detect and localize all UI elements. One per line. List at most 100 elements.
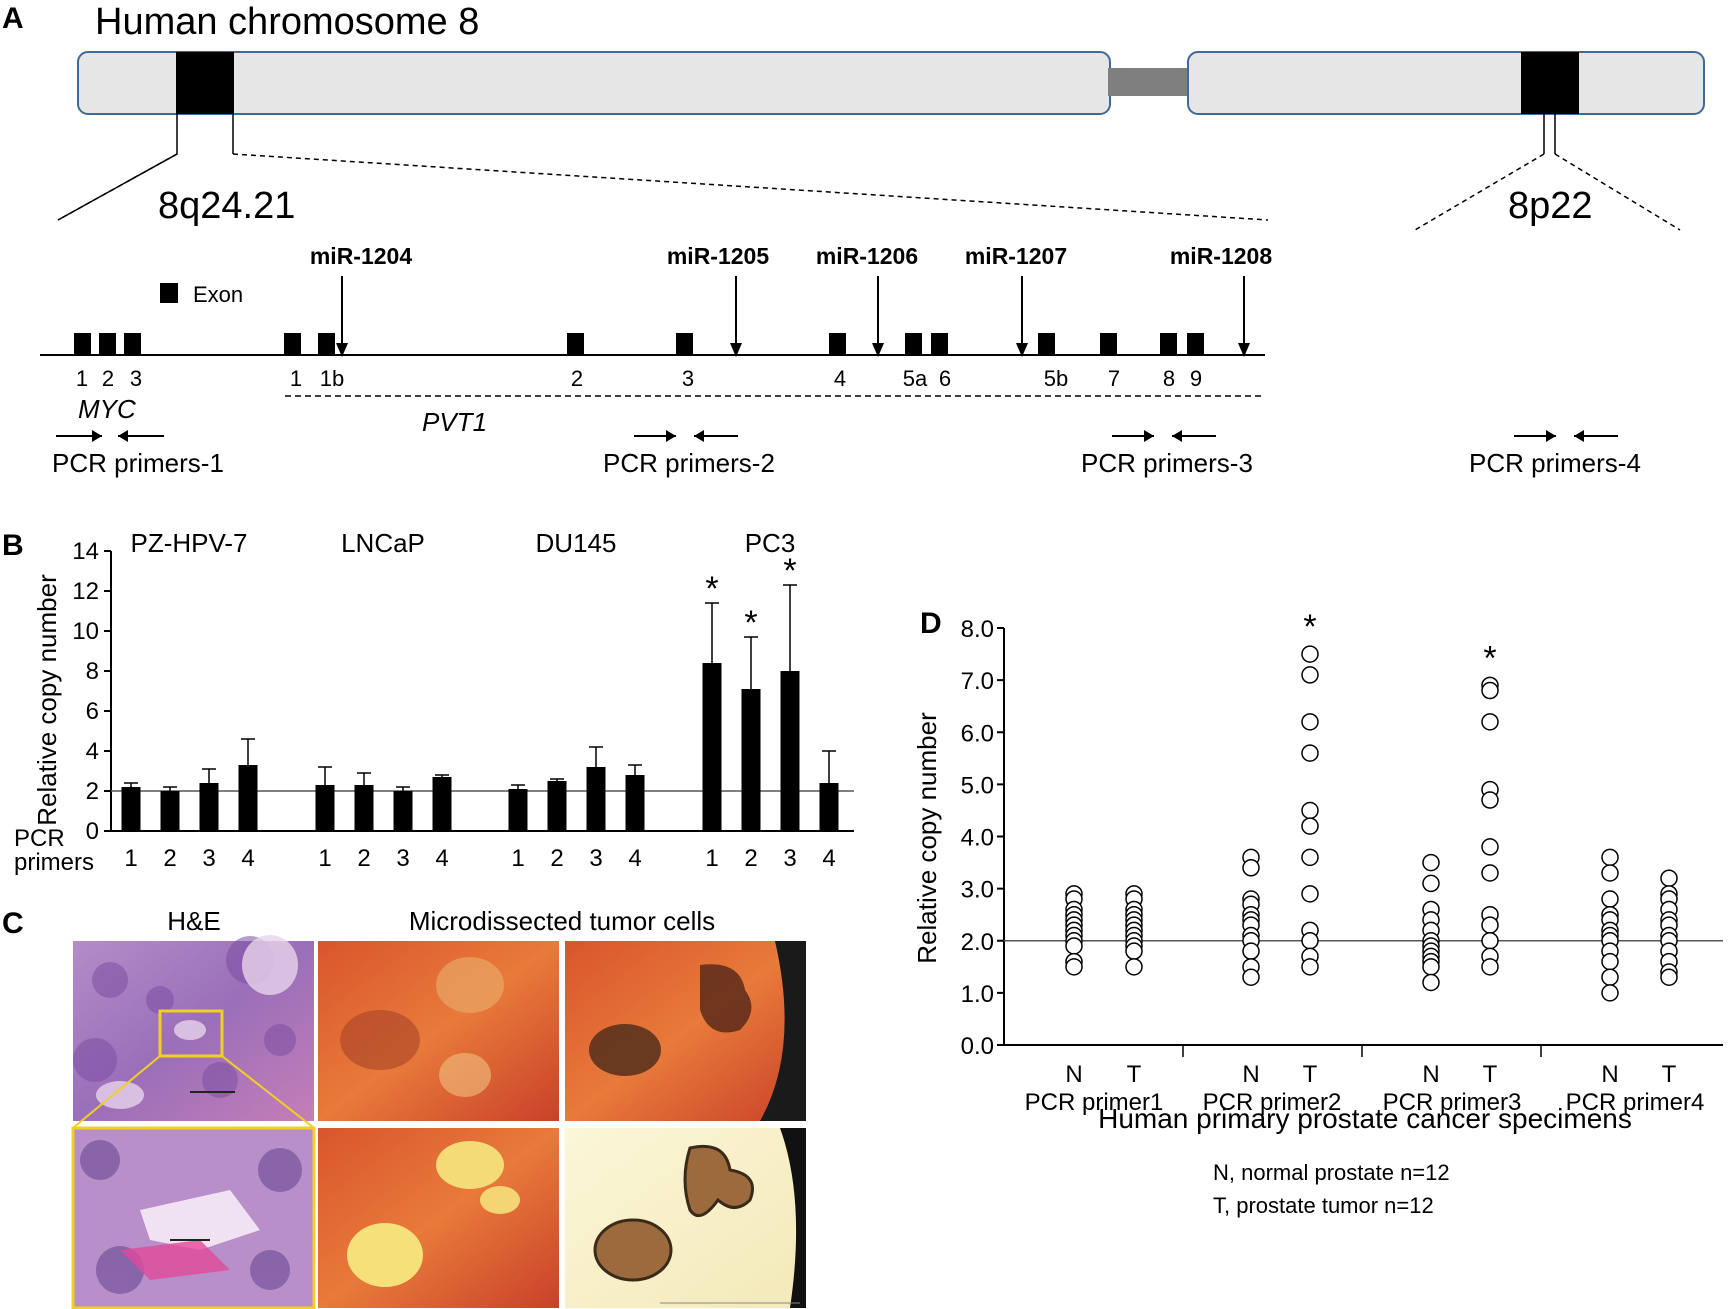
chart-b-xtick-label: 1 — [705, 845, 718, 872]
mirna-arrow-head — [1016, 343, 1028, 357]
myc-exon-label: 3 — [130, 366, 142, 391]
chart-d-point — [1125, 942, 1143, 960]
panel-b-letter: B — [2, 529, 24, 562]
zoom-line-right — [232, 153, 1269, 221]
chart-d-significance-asterisk: * — [1303, 608, 1316, 646]
chart-d-point — [1481, 713, 1499, 731]
chart-b-significance-asterisk: * — [705, 570, 718, 608]
band-label-8p22: 8p22 — [1508, 185, 1593, 227]
chart-b-xtick-label: 1 — [511, 845, 524, 872]
chart-b-ytick-label: 10 — [72, 618, 99, 645]
chart-b-bar — [586, 767, 606, 831]
chart-d-ytick-label: 2.0 — [961, 929, 994, 956]
mirna-label: miR-1204 — [310, 243, 412, 269]
chart-d-ytick-label: 8.0 — [961, 616, 994, 643]
chart-b-xtick-label: 4 — [822, 845, 835, 872]
exon-boxes — [74, 333, 1204, 356]
chart-b-bar — [625, 775, 645, 831]
chart-b-bar — [702, 663, 722, 831]
exon-box — [99, 333, 116, 356]
chart-d-point — [1301, 958, 1319, 976]
chart-d-group-label: PCR primer3 — [1383, 1089, 1522, 1116]
chart-b-ytick-label: 12 — [72, 578, 99, 605]
chart-d-point — [1422, 973, 1440, 992]
chromosome-title: Human chromosome 8 — [95, 1, 479, 43]
exon-box — [284, 333, 301, 356]
chart-b-significance-asterisk: * — [744, 604, 757, 642]
chart-b-xtick-label: 4 — [435, 845, 448, 872]
chart-b-ytick-label: 6 — [86, 698, 99, 725]
chart-b-group-title: DU145 — [536, 528, 617, 558]
chart-d-subgroup-label: N — [1242, 1061, 1259, 1088]
mirna-label: miR-1206 — [816, 243, 918, 269]
panel-d-legend-line-1: N, normal prostate n=12 — [1213, 1160, 1450, 1185]
zoom-line-8p22-left — [1414, 153, 1545, 231]
exon-box — [829, 333, 846, 356]
chart-b-group-title: PZ-HPV-7 — [130, 528, 247, 558]
chart-b-ytick-label: 14 — [72, 538, 99, 565]
chart-b-bar — [160, 791, 180, 831]
myc-exon-label: 2 — [102, 366, 114, 391]
chart-d-point — [1242, 968, 1260, 986]
chart-b-xtick-label: 1 — [318, 845, 331, 872]
chart-d-point — [1301, 932, 1319, 950]
chart-b-bar — [741, 689, 761, 831]
pvt1-exon-label: 4 — [834, 366, 846, 391]
micrograph-microdissected-1 — [318, 941, 559, 1121]
pvt1-exon-label: 1b — [320, 366, 344, 391]
chart-d-point — [1601, 968, 1619, 986]
exon-box — [1100, 333, 1117, 356]
chart-d-point — [1601, 848, 1619, 867]
exon-box — [1160, 333, 1177, 356]
chart-d-subgroup-label: T — [1127, 1061, 1142, 1088]
panel-d: D Relative copy number 0.0 1.0 2.0 3.0 4.0 5.… — [912, 607, 1723, 1218]
micrograph-he-zoom — [71, 1126, 316, 1309]
chart-d-significance-asterisk: * — [1483, 639, 1496, 677]
gene-label-myc: MYC — [78, 394, 136, 424]
chart-d-ytick-label: 3.0 — [961, 877, 994, 904]
chart-d-point — [1125, 958, 1143, 976]
chart-d-ytick-label: 4.0 — [961, 825, 994, 852]
chart-d-point — [1601, 984, 1619, 1002]
label-he: H&E — [167, 906, 220, 936]
myc-exon-label: 1 — [76, 366, 88, 391]
band-8p22-marker — [1521, 52, 1579, 114]
chart-b-group-title: LNCaP — [341, 528, 425, 558]
exon-box — [124, 333, 141, 356]
primer-label-1: PCR primers-1 — [52, 448, 224, 478]
chart-d-ytick-label: 0.0 — [961, 1033, 994, 1060]
exon-box — [567, 333, 584, 356]
chart-d-point — [1301, 801, 1319, 820]
chart-d-point — [1301, 885, 1319, 903]
primer-label-3: PCR primers-3 — [1081, 448, 1253, 478]
chart-d-ytick-label: 6.0 — [961, 720, 994, 747]
micrograph-he-overview — [73, 935, 314, 1121]
chart-d-subgroup-label: T — [1662, 1061, 1677, 1088]
panel-c: C H&E Microdissected tumor cells — [2, 906, 806, 1309]
chart-d-point — [1481, 791, 1499, 809]
primer-reverse-head — [118, 430, 128, 442]
chart-d-subgroup-label: N — [1065, 1061, 1082, 1088]
panel-d-legend-line-2: T, prostate tumor n=12 — [1213, 1193, 1434, 1218]
panel-c-letter: C — [2, 907, 24, 940]
chart-d-group-label: PCR primer1 — [1025, 1089, 1164, 1116]
pvt1-exon-label: 3 — [682, 366, 694, 391]
pvt1-exon-label: 5b — [1044, 366, 1068, 391]
chart-b-bar — [432, 777, 452, 831]
chart-d-ytick-label: 7.0 — [961, 668, 994, 695]
chart-d-point — [1601, 952, 1619, 971]
pvt1-exon-label: 7 — [1108, 366, 1120, 391]
pvt1-exon-label: 9 — [1190, 366, 1202, 391]
band-8q24-21-marker — [176, 52, 234, 114]
chart-d-point — [1301, 713, 1319, 731]
chart-d-point — [1481, 681, 1499, 700]
exon-legend-swatch — [160, 283, 178, 303]
pvt1-exon-label: 8 — [1163, 366, 1175, 391]
exon-box — [676, 333, 693, 356]
panel-d-xlabel: Human primary prostate cancer specimens — [1098, 1103, 1632, 1134]
chart-b-bar — [354, 785, 374, 831]
chart-d-group-label: PCR primer4 — [1566, 1089, 1705, 1116]
panel-d-ylabel: Relative copy number — [912, 712, 942, 964]
exon-box — [318, 333, 335, 356]
